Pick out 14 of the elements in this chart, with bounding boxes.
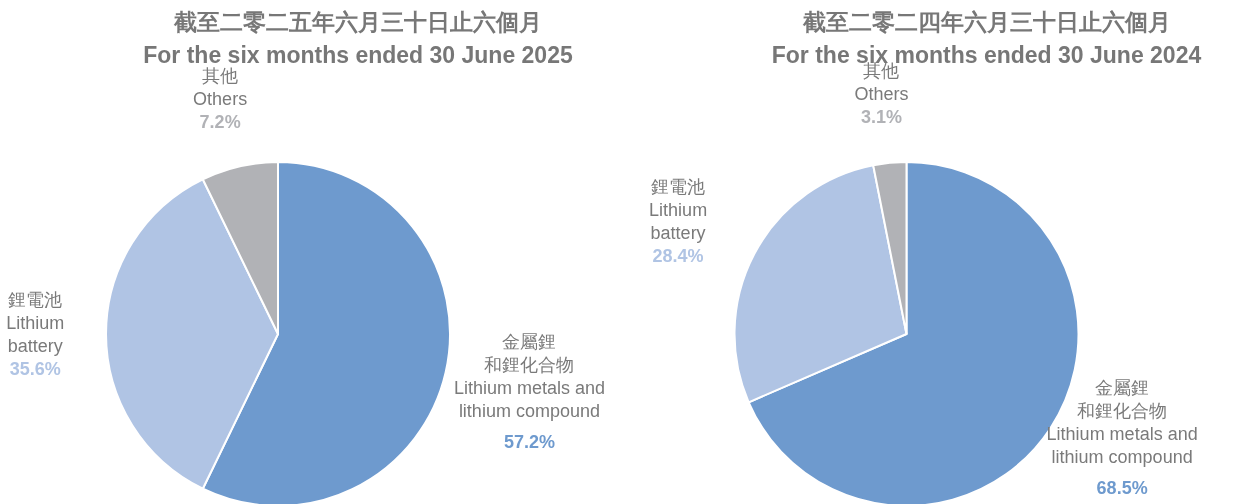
data-label: 35.6% xyxy=(9,358,61,379)
slice-label: 鋰電池 Lithium battery xyxy=(6,289,65,356)
data-label: 7.2% xyxy=(199,112,241,133)
data-label: 28.4% xyxy=(652,246,704,267)
slice-label: 金屬鋰和鋰化合物 Lithium metals and lithium compound xyxy=(1046,378,1198,467)
slice-label: 金屬鋰和鋰化合物 Lithium metals and lithium compound xyxy=(453,332,605,421)
slice-label: 鋰電池 Lithium battery xyxy=(649,177,708,244)
data-label: 57.2% xyxy=(503,432,555,452)
chart-subtitle: For the six months ended 30 June 2025 xyxy=(143,42,573,68)
chart-title: 截至二零二五年六月三十日止六個月 xyxy=(173,9,542,35)
data-label: 68.5% xyxy=(1096,478,1148,498)
slice-label: 其他 Others xyxy=(193,66,248,110)
chart-title: 截至二零二四年六月三十日止六個月 xyxy=(801,9,1171,35)
data-label: 3.1% xyxy=(860,107,902,128)
